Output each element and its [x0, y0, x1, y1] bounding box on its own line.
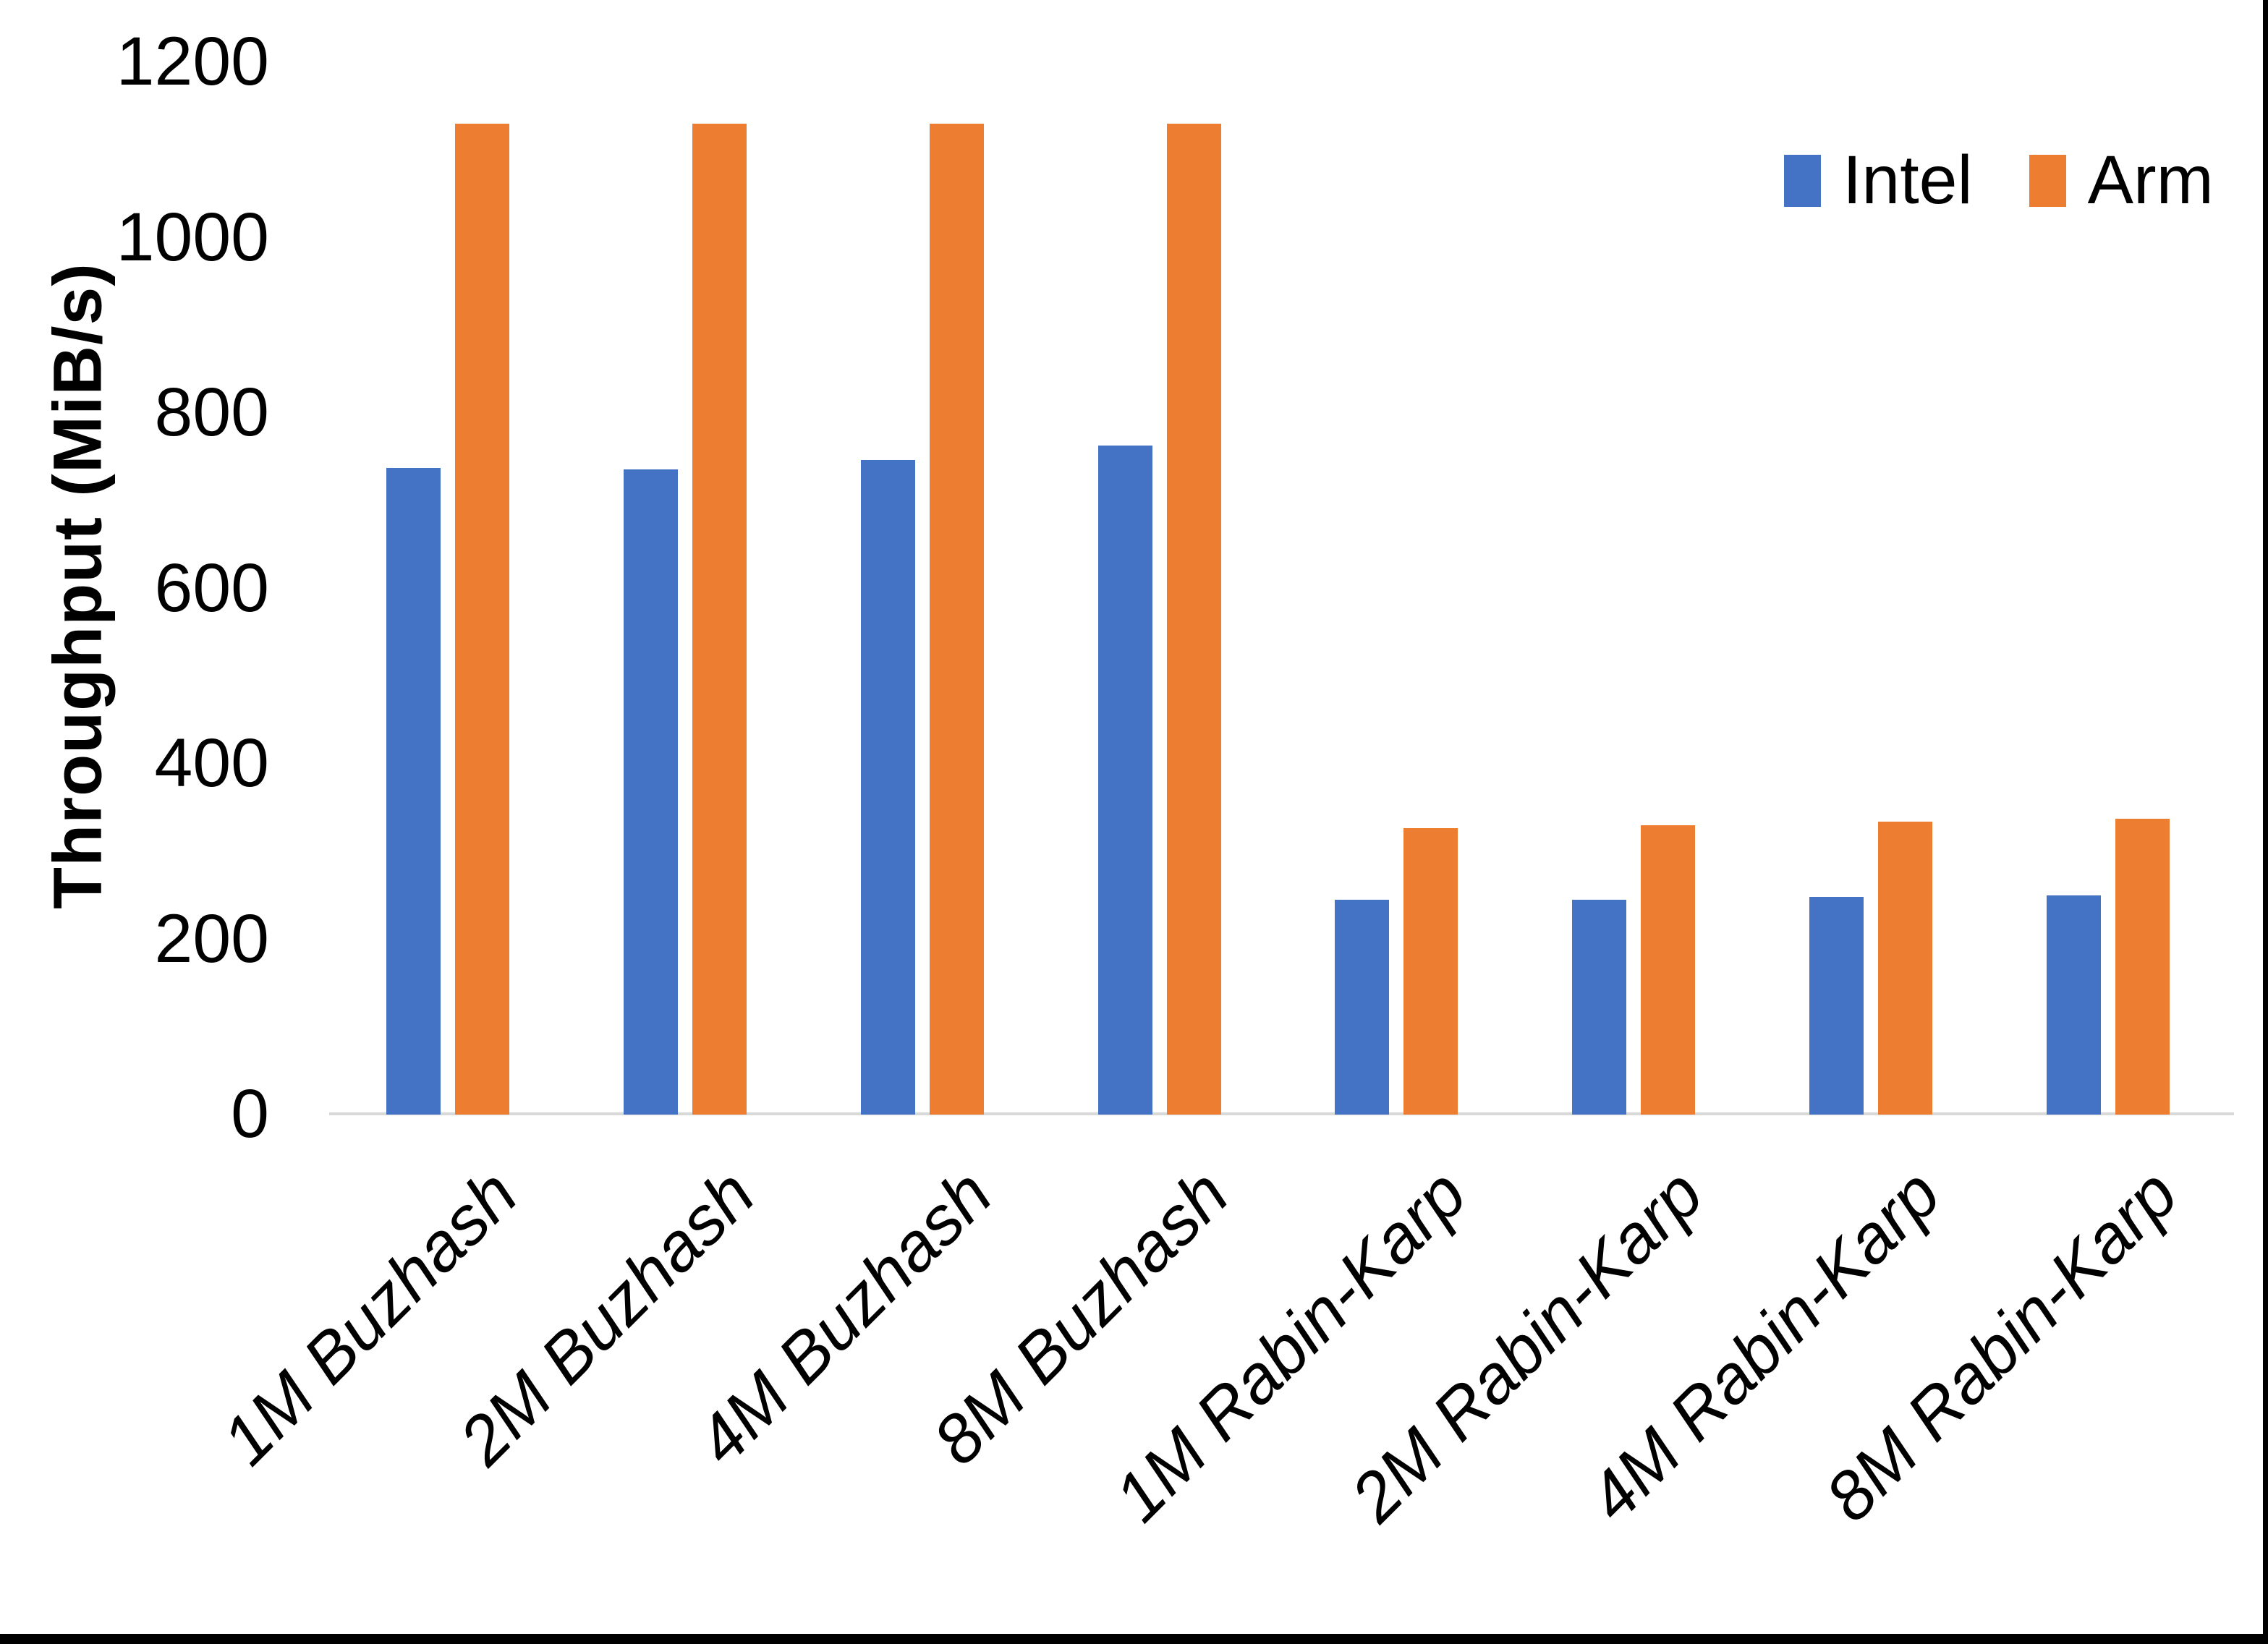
- bar-intel-1m-rabin-karp: [1335, 900, 1389, 1115]
- y-tick-label-600: 600: [154, 549, 269, 626]
- bar-arm-8m-buzhash: [1167, 124, 1221, 1115]
- x-axis-line: [329, 1112, 2234, 1115]
- y-tick-label-800: 800: [154, 374, 269, 451]
- bar-intel-4m-buzhash: [861, 460, 915, 1115]
- legend-label-arm: Arm: [2087, 142, 2214, 218]
- bar-intel-2m-buzhash: [624, 469, 678, 1115]
- y-tick-label-200: 200: [154, 900, 269, 977]
- legend-item-arm: Arm: [2029, 146, 2214, 215]
- bar-intel-8m-rabin-karp: [2047, 895, 2101, 1115]
- legend-item-intel: Intel: [1784, 146, 1973, 215]
- window-border-right: [2263, 0, 2268, 1644]
- bar-arm-2m-buzhash: [692, 124, 747, 1115]
- legend: Intel Arm: [1784, 146, 2214, 215]
- y-tick-label-0: 0: [231, 1076, 269, 1152]
- window-border-bottom: [0, 1634, 2268, 1644]
- y-tick-label-1000: 1000: [116, 198, 269, 276]
- bar-arm-8m-rabin-karp: [2115, 819, 2170, 1115]
- bar-arm-4m-rabin-karp: [1878, 822, 1932, 1115]
- y-tick-label-1200: 1200: [116, 23, 269, 100]
- bar-intel-4m-rabin-karp: [1809, 897, 1864, 1115]
- bar-arm-1m-rabin-karp: [1403, 828, 1458, 1115]
- bar-arm-4m-buzhash: [930, 124, 984, 1115]
- bar-arm-1m-buzhash: [455, 124, 509, 1115]
- legend-swatch-arm: [2029, 154, 2066, 207]
- legend-swatch-intel: [1784, 154, 1821, 207]
- legend-label-intel: Intel: [1843, 142, 1973, 218]
- y-tick-label-400: 400: [154, 725, 269, 801]
- bar-arm-2m-rabin-karp: [1641, 825, 1695, 1115]
- bar-intel-1m-buzhash: [386, 468, 441, 1115]
- bar-intel-8m-buzhash: [1098, 446, 1152, 1115]
- bar-intel-2m-rabin-karp: [1572, 900, 1626, 1115]
